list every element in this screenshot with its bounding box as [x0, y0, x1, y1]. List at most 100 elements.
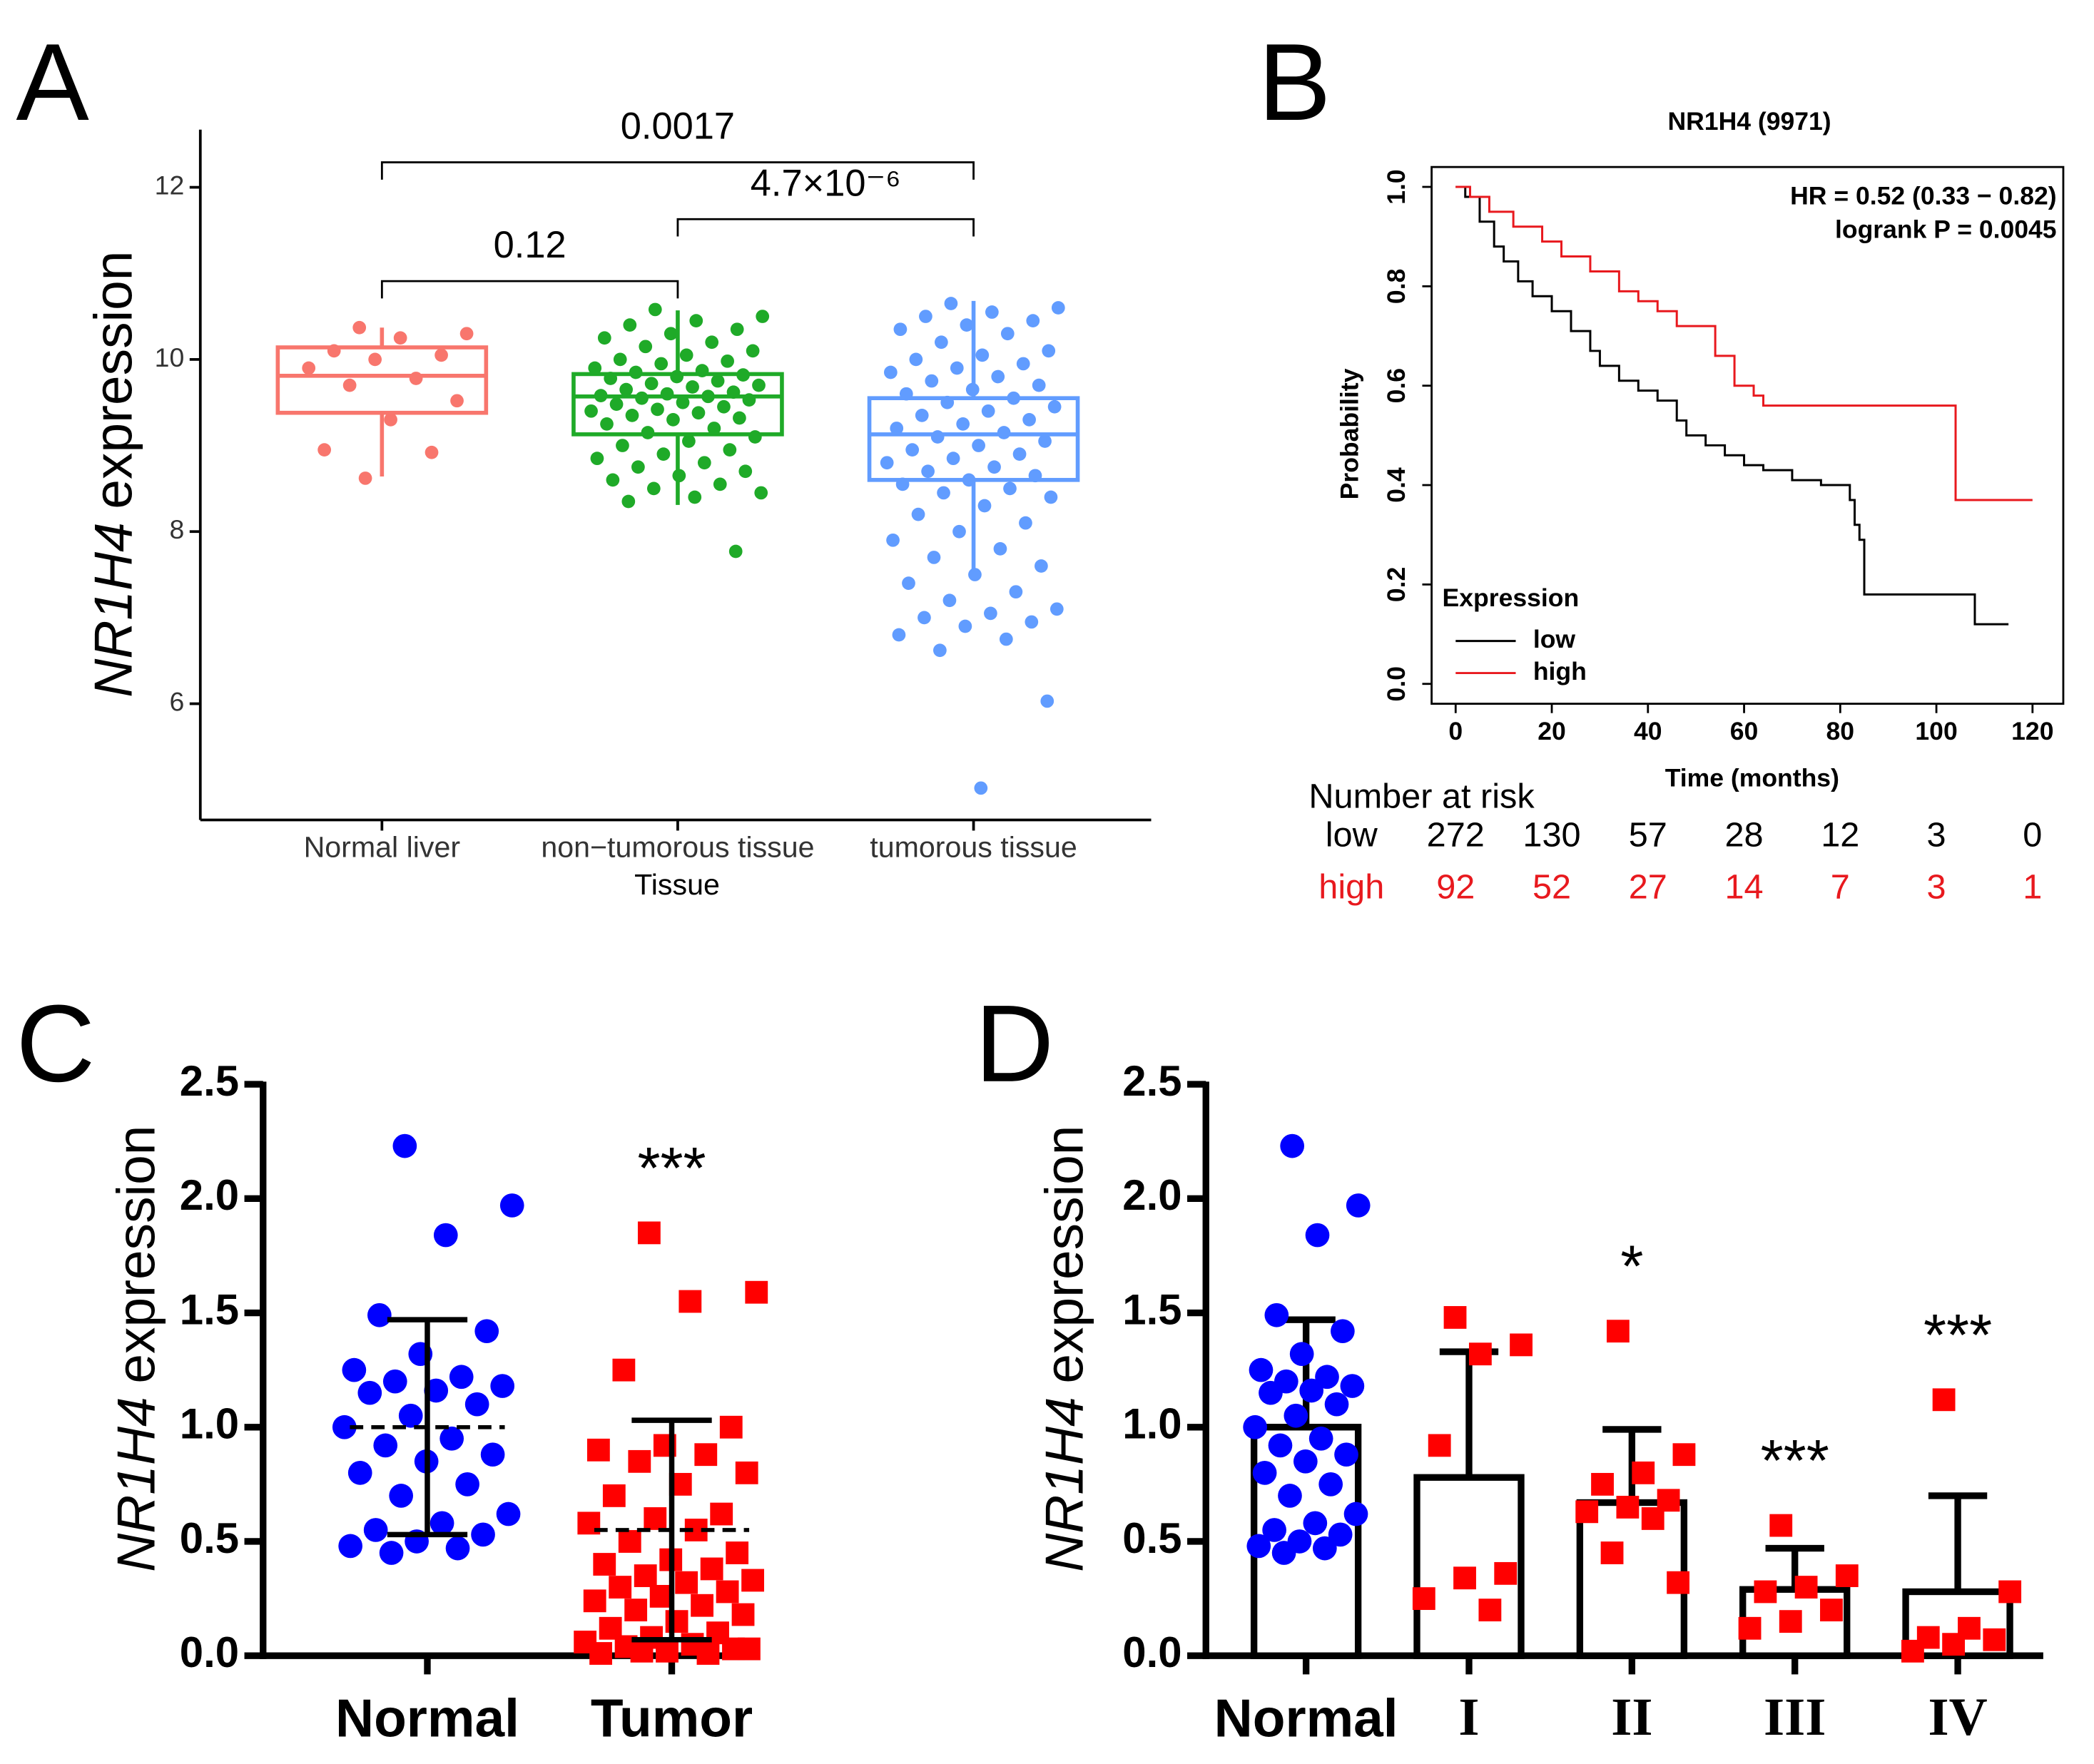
point [1243, 1414, 1267, 1439]
risk-value: 92 [1436, 868, 1475, 907]
significance-label: *** [1761, 1428, 1829, 1494]
x-axis-label: Time (months) [1665, 764, 1839, 792]
point [742, 393, 756, 407]
point [623, 318, 637, 332]
point [752, 378, 766, 392]
y-tick-label: 0.0 [1122, 1628, 1181, 1676]
point [1047, 399, 1062, 414]
y-tick-label: 6 [169, 686, 184, 716]
point [393, 331, 407, 345]
point [1051, 301, 1065, 315]
point [899, 387, 913, 401]
point [1249, 1357, 1274, 1382]
point [317, 443, 332, 457]
y-axis-label: Probability [1336, 368, 1364, 499]
point [459, 327, 474, 341]
point [736, 368, 750, 382]
bracket-label: 0.12 [494, 225, 566, 266]
point [956, 417, 970, 431]
point [1035, 559, 1048, 573]
bracket [380, 280, 679, 299]
y-tick-label: 0.8 [1382, 269, 1411, 304]
point [1510, 1333, 1533, 1357]
risk-value: 52 [1533, 868, 1571, 907]
point [886, 533, 900, 547]
point [434, 348, 448, 362]
point [691, 1594, 714, 1617]
point [583, 1589, 606, 1613]
risk-value: 7 [1831, 868, 1850, 907]
point [1835, 1564, 1859, 1587]
point [1591, 1472, 1614, 1496]
y-tick-label: 2.0 [180, 1171, 239, 1219]
x-tick-label: 60 [1730, 717, 1759, 745]
point [588, 361, 602, 375]
point [719, 1415, 743, 1439]
point [940, 395, 955, 409]
point [613, 352, 627, 367]
point [634, 1564, 657, 1587]
point [1932, 1388, 1956, 1412]
point [1007, 391, 1021, 405]
point [357, 1380, 382, 1405]
point [1315, 1365, 1339, 1390]
point [424, 1378, 449, 1403]
point [474, 1319, 499, 1344]
point [682, 434, 696, 448]
point [946, 452, 960, 466]
point [332, 1414, 357, 1439]
point [985, 305, 999, 319]
point [1268, 1433, 1293, 1458]
point [1328, 1522, 1353, 1547]
point [1343, 1502, 1368, 1526]
point [1042, 344, 1056, 358]
point [1049, 602, 1064, 616]
point [1016, 357, 1030, 371]
point [1641, 1507, 1664, 1530]
x-tick-label: 0 [1448, 717, 1463, 745]
point [997, 426, 1011, 439]
chart-title: NR1H4 (9971) [1667, 107, 1831, 136]
point [619, 382, 633, 397]
point [1044, 490, 1058, 504]
point [593, 1553, 616, 1576]
point [895, 477, 910, 491]
point [602, 1484, 626, 1507]
y-tick-label: 0.4 [1382, 467, 1411, 503]
point [1412, 1587, 1435, 1611]
point [975, 348, 990, 362]
risk-value: 3 [1927, 868, 1946, 907]
bracket [380, 161, 975, 180]
point [676, 395, 690, 409]
point [1305, 1223, 1330, 1248]
point [756, 310, 770, 323]
point [883, 365, 898, 379]
point [748, 430, 762, 444]
risk-value: 14 [1724, 868, 1763, 907]
y-label-text: expression [1034, 1126, 1094, 1384]
point [1983, 1628, 2006, 1651]
point [893, 322, 908, 337]
x-tick-label: 40 [1634, 717, 1662, 745]
point [612, 1358, 636, 1382]
point [1009, 585, 1023, 599]
point [363, 1518, 388, 1542]
point [679, 348, 693, 362]
point [621, 494, 636, 509]
significance-label: * [1620, 1234, 1643, 1300]
point [937, 486, 950, 500]
x-tick-label: I [1458, 1688, 1479, 1747]
point [1632, 1461, 1655, 1484]
point [597, 331, 611, 345]
point [921, 464, 935, 479]
point [880, 456, 894, 470]
point [1331, 1319, 1355, 1344]
point [368, 352, 382, 367]
point [981, 404, 995, 418]
significance-label: *** [637, 1136, 706, 1201]
risk-row-name: high [1318, 868, 1384, 907]
point [352, 320, 367, 335]
x-tick-label: non−tumorous tissue [541, 831, 814, 864]
point [735, 1461, 758, 1484]
y-label-text: expression [106, 1126, 166, 1384]
